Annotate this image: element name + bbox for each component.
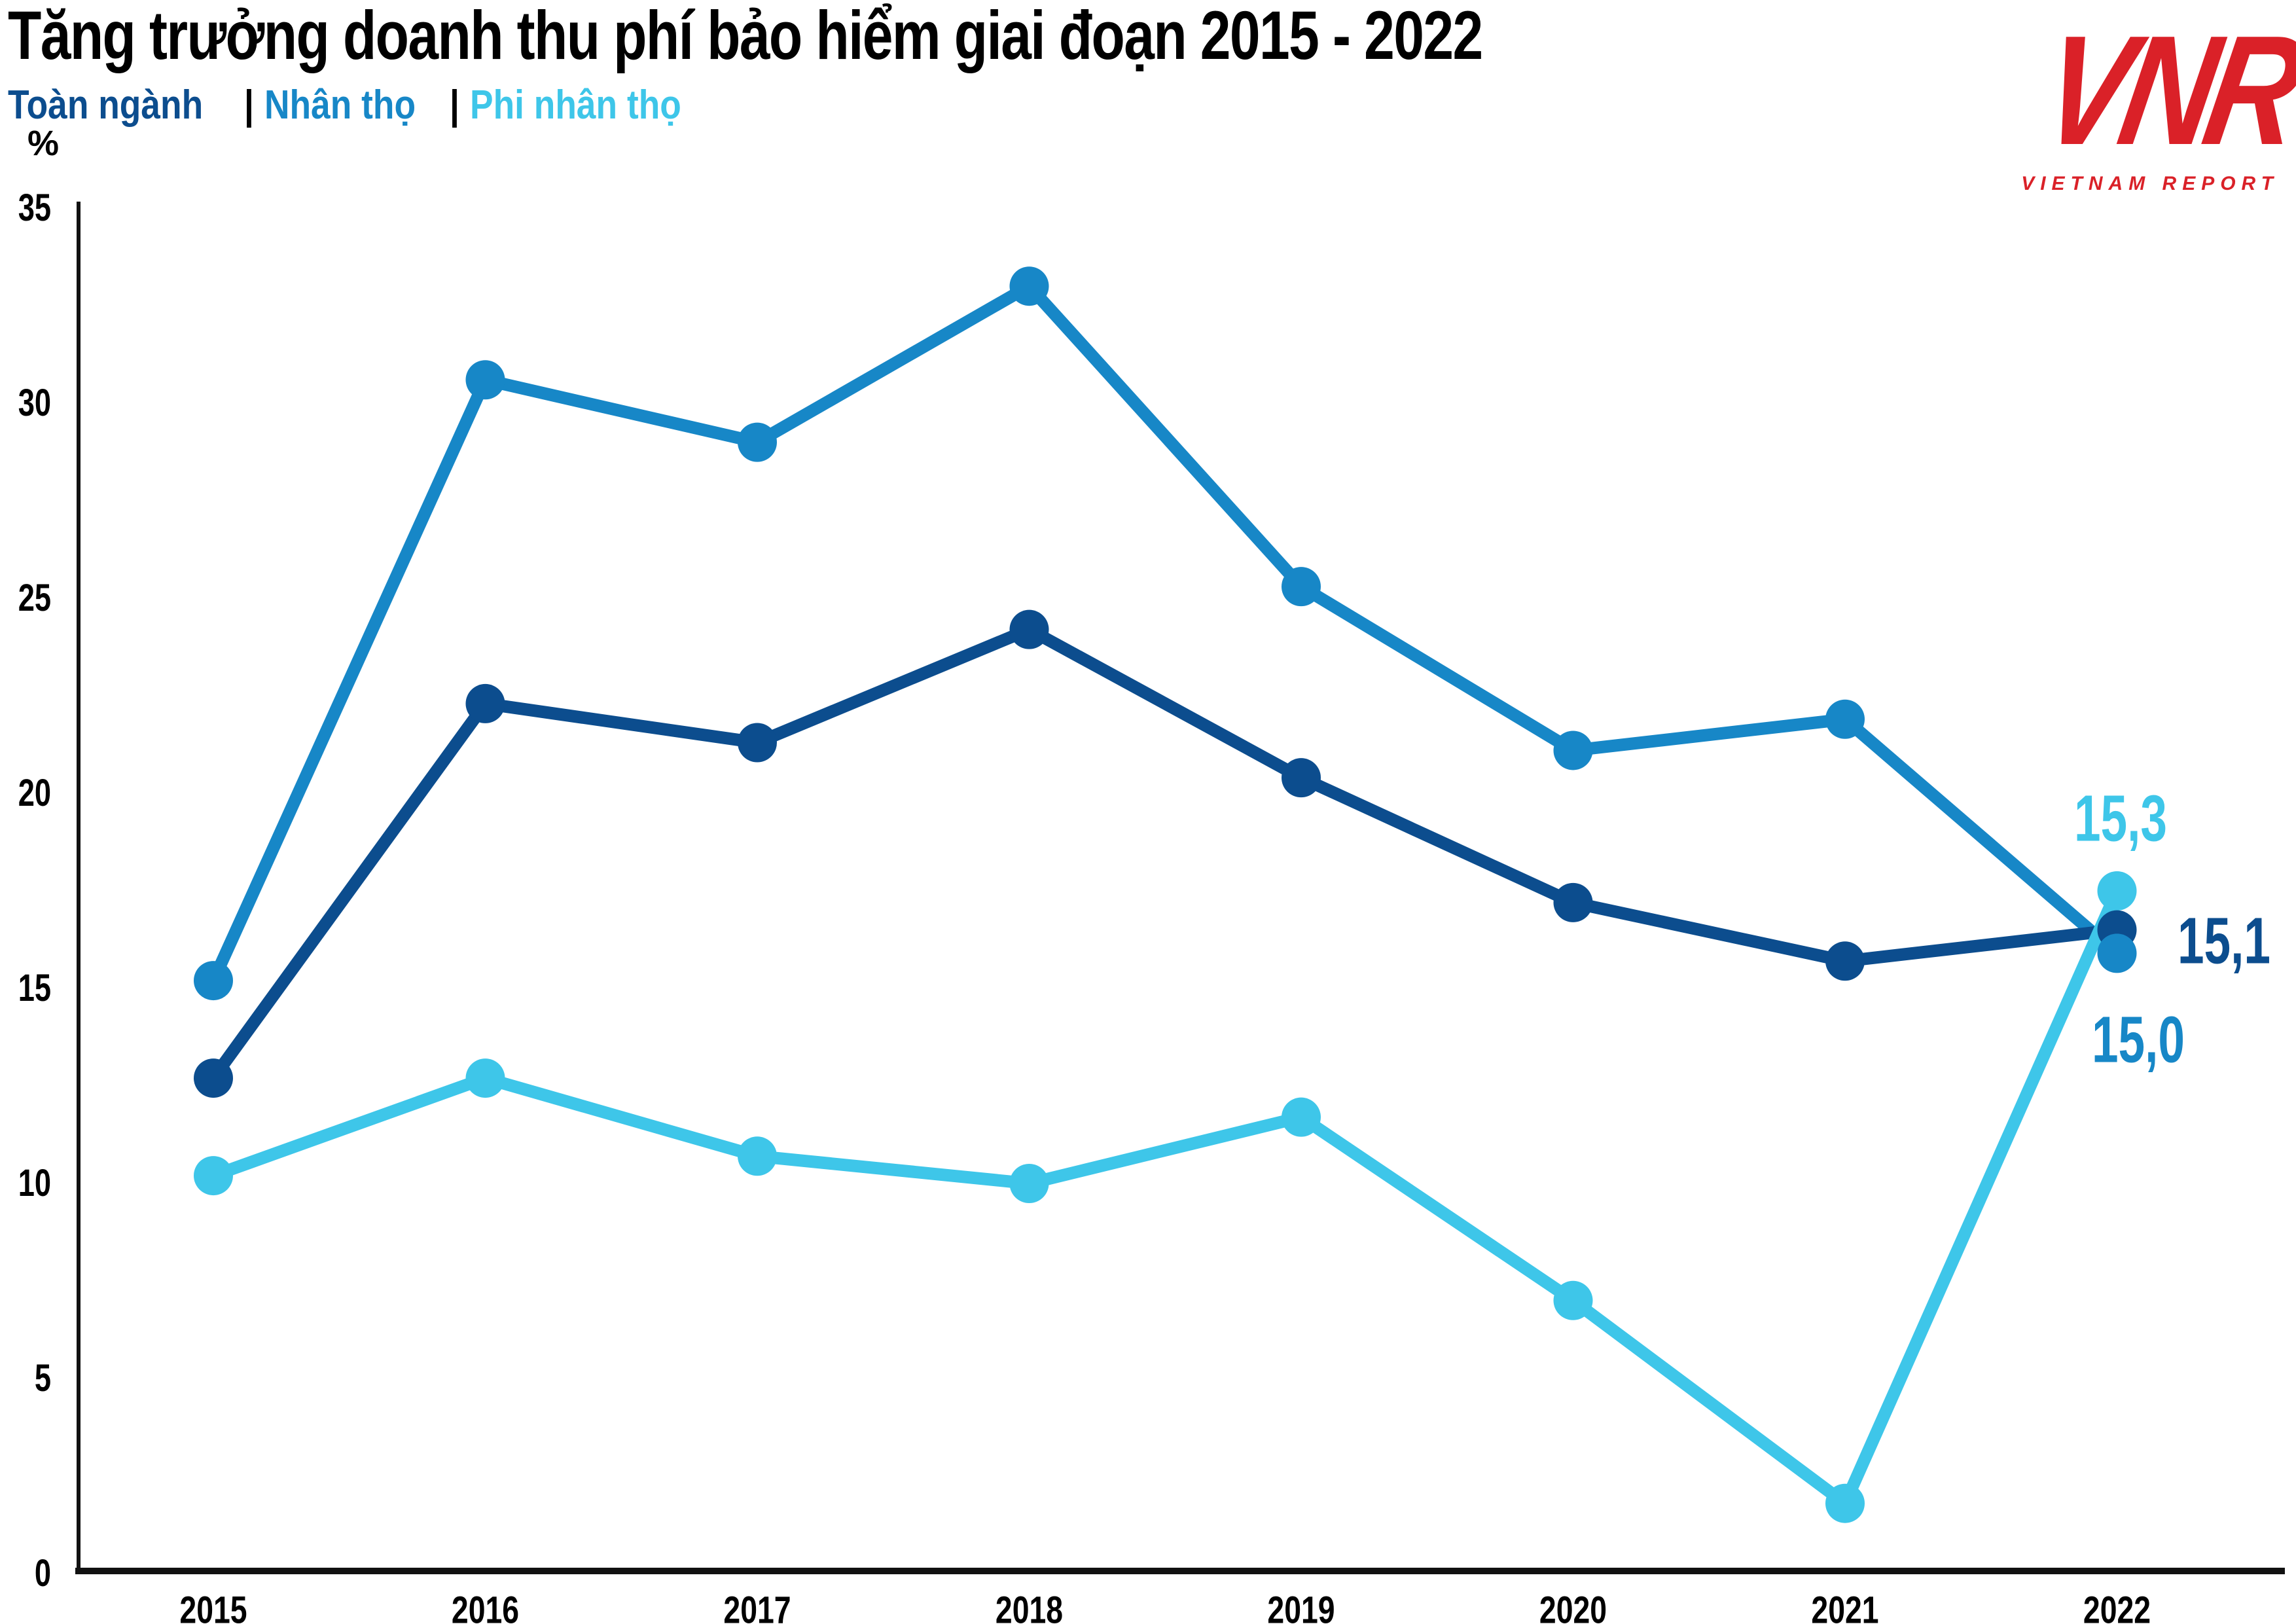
end-value-label-phi-nhan-tho: 15,3 — [2074, 782, 2167, 855]
x-tick-label-2015: 2015 — [179, 1589, 247, 1624]
y-tick-label: 25 — [18, 577, 51, 620]
x-tick-label-2021: 2021 — [1811, 1589, 1878, 1624]
data-point-phi-nhan-tho — [738, 1136, 777, 1176]
data-point-nhan-tho — [1553, 731, 1593, 770]
series-line-toan-nganh — [208, 623, 2118, 1082]
data-point-nhan-tho — [465, 360, 505, 400]
data-point-phi-nhan-tho — [1825, 1483, 1865, 1523]
vnr-logo-mark: VNR — [2030, 4, 2296, 177]
vnr-logo-text: VIETNAM REPORT — [2021, 173, 2279, 194]
y-tick-label: 35 — [18, 187, 51, 230]
data-point-nhan-tho — [738, 422, 777, 462]
data-point-toan-nganh — [1282, 758, 1321, 798]
data-point-nhan-tho — [194, 961, 233, 1001]
x-tick-label-2019: 2019 — [1267, 1589, 1335, 1624]
legend-separator: | — [243, 82, 254, 128]
x-tick-label-2016: 2016 — [452, 1589, 519, 1624]
page-title: Tăng trưởng doanh thu phí bảo hiểm giai … — [8, 0, 1851, 72]
end-value-label-toan-nganh: 15,1 — [2178, 904, 2270, 977]
y-tick-label: 5 — [35, 1358, 51, 1400]
data-point-phi-nhan-tho — [2097, 871, 2137, 911]
x-tick-label-2020: 2020 — [1539, 1589, 1607, 1624]
x-axis-line — [75, 1568, 2285, 1574]
y-tick-label: 0 — [35, 1553, 51, 1595]
data-point-toan-nganh — [1825, 941, 1865, 981]
legend-item-phi-nhan-tho: Phi nhân thọ — [470, 82, 681, 128]
vietnam-report-logo: VNR VIETNAM REPORT — [1978, 4, 2296, 195]
data-point-nhan-tho — [1009, 266, 1049, 306]
legend: Toàn ngành | Nhân thọ | Phi nhân thọ — [8, 85, 715, 126]
data-point-toan-nganh — [194, 1058, 233, 1098]
data-point-nhan-tho — [2097, 933, 2137, 973]
end-value-label-nhan-tho: 15,0 — [2092, 1003, 2185, 1076]
x-tick-label-2018: 2018 — [996, 1589, 1063, 1624]
x-tick-label-2017: 2017 — [723, 1589, 791, 1624]
y-axis-line — [77, 202, 81, 1571]
data-point-phi-nhan-tho — [465, 1058, 505, 1098]
data-point-phi-nhan-tho — [1282, 1097, 1321, 1137]
data-point-phi-nhan-tho — [1009, 1164, 1049, 1203]
series-line-nhan-tho — [207, 280, 2121, 983]
legend-separator: | — [449, 82, 459, 128]
page-title-text: Tăng trưởng doanh thu phí bảo hiểm giai … — [8, 0, 1483, 74]
data-point-toan-nganh — [1553, 882, 1593, 922]
data-point-nhan-tho — [1825, 699, 1865, 739]
data-point-nhan-tho — [1282, 567, 1321, 607]
data-point-toan-nganh — [465, 683, 505, 723]
data-point-toan-nganh — [1009, 609, 1049, 649]
y-tick-label: 10 — [18, 1163, 51, 1205]
data-point-phi-nhan-tho — [194, 1156, 233, 1196]
y-tick-label: 30 — [18, 382, 51, 425]
series-line-phi-nhan-tho — [211, 888, 2123, 1510]
y-tick-label: 15 — [18, 967, 51, 1010]
data-point-toan-nganh — [738, 723, 777, 763]
x-tick-label-2022: 2022 — [2083, 1589, 2151, 1624]
legend-item-nhan-tho: Nhân thọ — [264, 82, 416, 128]
y-axis-unit-label: % — [27, 124, 60, 163]
legend-item-toan-nganh: Toàn ngành — [8, 82, 204, 128]
y-tick-label: 20 — [18, 772, 51, 815]
data-point-phi-nhan-tho — [1553, 1280, 1593, 1320]
